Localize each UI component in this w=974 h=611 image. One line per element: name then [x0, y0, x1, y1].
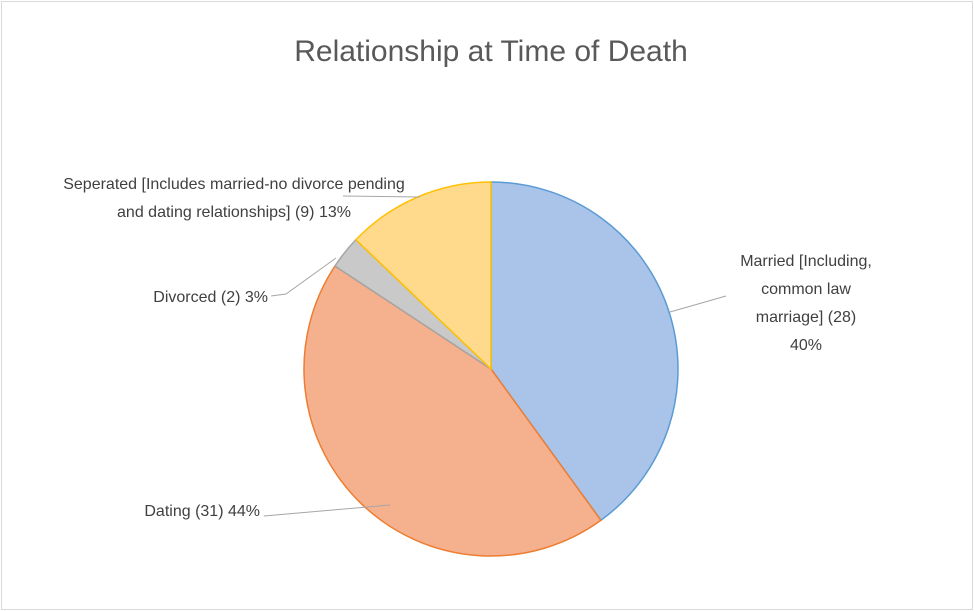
leader-line [669, 295, 727, 313]
leader-line [342, 195, 421, 198]
leader-line [270, 257, 337, 297]
value-label: (2) 3% [220, 289, 268, 306]
leader-line [263, 504, 391, 517]
value-label: (28) 40% [789, 309, 857, 354]
value-label: (9) 13% [294, 204, 351, 221]
data-label: Married [Including, common law marriage]… [740, 248, 872, 360]
category-label: Seperated [Includes married-no divorce p… [63, 176, 405, 221]
chart-title: Relationship at Time of Death [294, 35, 688, 68]
data-label: Seperated [Includes married-no divorce p… [48, 171, 420, 227]
category-label: Married [Including, common law marriage] [740, 253, 872, 326]
pie-slice [303, 264, 602, 557]
category-label: Dating [144, 503, 191, 520]
pie-slice [490, 181, 679, 522]
value-label: (31) 44% [195, 503, 260, 520]
pie [303, 181, 679, 557]
data-label: Dating (31) 44% [20, 498, 260, 526]
data-label: Divorced (2) 3% [20, 284, 268, 312]
category-label: Divorced [153, 289, 217, 306]
